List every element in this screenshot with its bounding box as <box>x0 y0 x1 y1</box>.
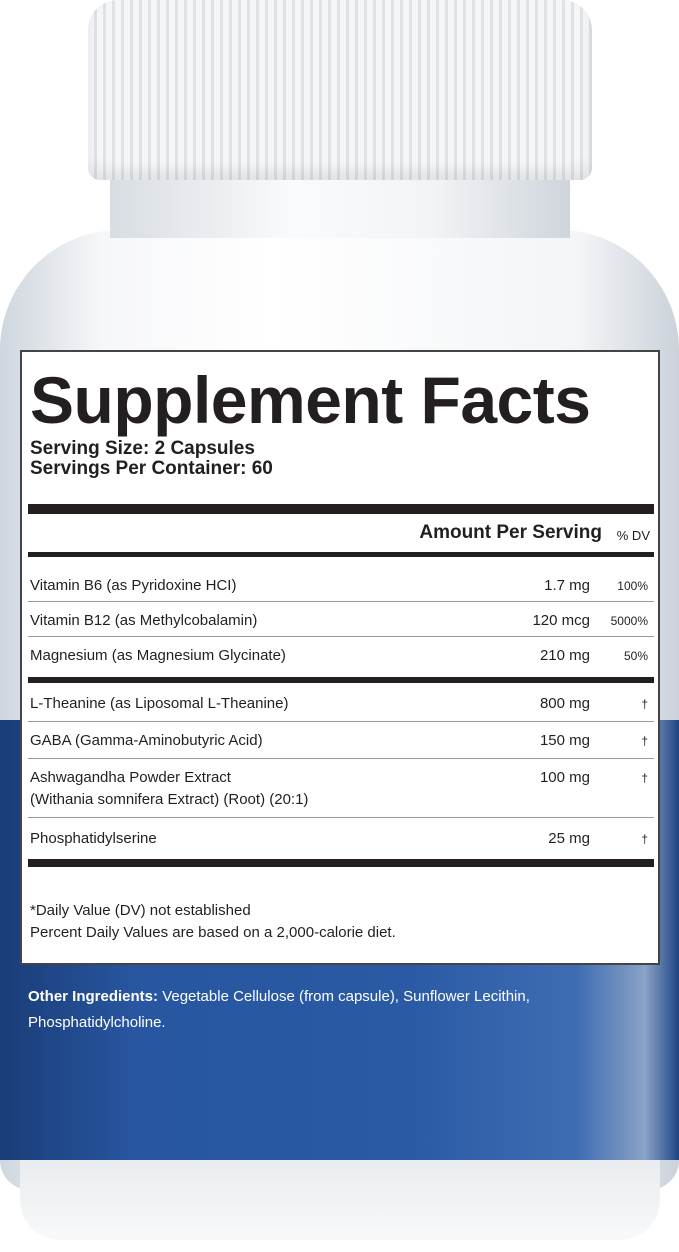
divider-medium <box>28 677 654 683</box>
nutrient-amount: 100 mg <box>539 769 590 786</box>
nutrient-name-detail: (Withania somnifera Extract) (Root) (20:… <box>30 791 309 808</box>
nutrient-row: Ashwagandha Powder Extract (Withania som… <box>28 759 654 818</box>
nutrient-row: GABA (Gamma-Aminobutyric Acid) 150 mg † <box>28 722 654 759</box>
panel-title: Supplement Facts <box>30 363 591 437</box>
nutrient-name: Ashwagandha Powder Extract <box>30 769 231 786</box>
nutrient-dv: † <box>641 771 648 785</box>
nutrient-row: Vitamin B12 (as Methylcobalamin) 120 mcg… <box>28 602 654 637</box>
divider-thick <box>28 859 654 867</box>
nutrient-row: Phosphatidylserine 25 mg † <box>28 818 654 858</box>
servings-per-container: Servings Per Container: 60 <box>30 458 273 479</box>
nutrient-name: L-Theanine (as Liposomal L-Theanine) <box>30 695 289 712</box>
nutrient-amount: 25 mg <box>548 830 590 847</box>
nutrient-dv: † <box>641 697 648 711</box>
dv-header: % DV <box>616 528 650 543</box>
divider-medium <box>28 552 654 557</box>
bottle-neck <box>110 178 570 238</box>
amount-header: Amount Per Serving <box>419 522 602 543</box>
nutrient-row: Magnesium (as Magnesium Glycinate) 210 m… <box>28 637 654 671</box>
nutrient-name: Magnesium (as Magnesium Glycinate) <box>30 647 286 664</box>
bottle-base <box>20 1160 660 1240</box>
nutrient-amount: 210 mg <box>539 647 590 664</box>
serving-size: Serving Size: 2 Capsules <box>30 438 255 459</box>
nutrient-dv: 50% <box>623 649 648 663</box>
divider-thick <box>28 504 654 514</box>
nutrient-dv: † <box>641 734 648 748</box>
nutrient-row: Vitamin B6 (as Pyridoxine HCI) 1.7 mg 10… <box>28 567 654 602</box>
nutrient-dv: 5000% <box>610 614 648 628</box>
other-ingredients: Other Ingredients: Vegetable Cellulose (… <box>28 984 648 1036</box>
bottle-cap <box>88 0 592 180</box>
supplement-facts-panel: Supplement Facts Serving Size: 2 Capsule… <box>20 350 660 965</box>
nutrient-dv: 100% <box>617 579 648 593</box>
other-ingredients-label: Other Ingredients: <box>28 988 159 1005</box>
nutrient-amount: 1.7 mg <box>544 577 590 594</box>
footnote-dv: *Daily Value (DV) not established <box>30 902 251 919</box>
nutrient-amount: 150 mg <box>539 732 590 749</box>
footnote-calories: Percent Daily Values are based on a 2,00… <box>30 924 396 941</box>
nutrient-name: Vitamin B12 (as Methylcobalamin) <box>30 612 258 629</box>
nutrient-name: GABA (Gamma-Aminobutyric Acid) <box>30 732 263 749</box>
nutrient-amount: 800 mg <box>539 695 590 712</box>
nutrient-name: Phosphatidylserine <box>30 830 157 847</box>
other-ingredients-text: Vegetable Cellulose (from capsule), Sunf… <box>28 988 530 1031</box>
nutrient-amount: 120 mcg <box>532 612 590 629</box>
nutrient-dv: † <box>641 832 648 846</box>
nutrient-row: L-Theanine (as Liposomal L-Theanine) 800… <box>28 685 654 722</box>
nutrient-name: Vitamin B6 (as Pyridoxine HCI) <box>30 577 237 594</box>
